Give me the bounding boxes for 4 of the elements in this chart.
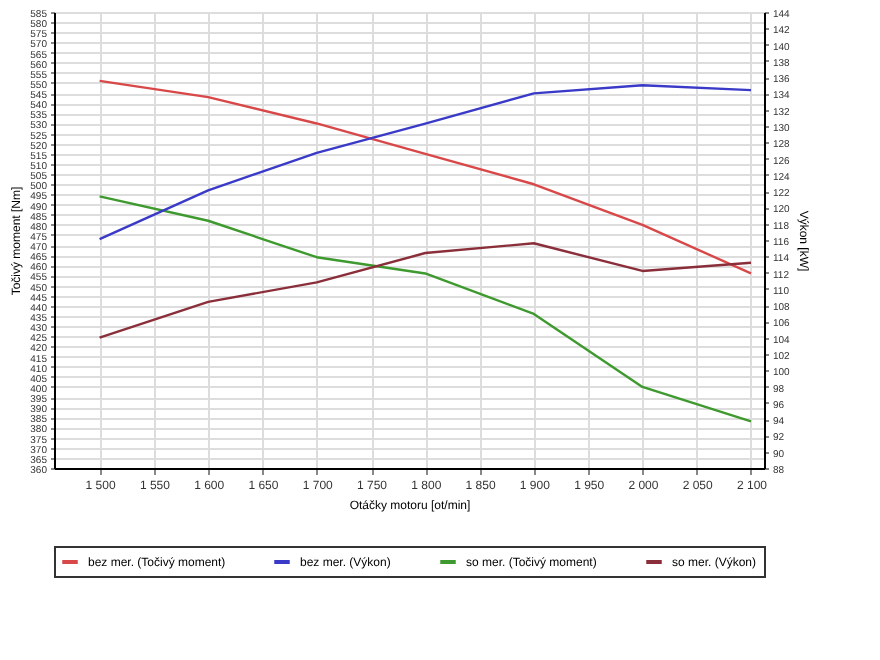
line-series bbox=[98, 84, 753, 241]
line-series bbox=[98, 79, 753, 275]
line-series bbox=[98, 195, 753, 423]
line-series bbox=[98, 242, 753, 339]
